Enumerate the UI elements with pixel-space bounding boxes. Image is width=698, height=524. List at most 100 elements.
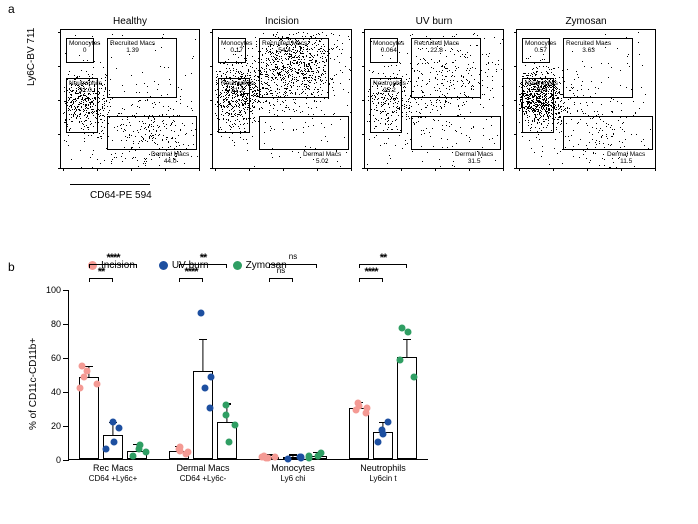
gate-label-neutrophils: Neutrophils31.2	[221, 80, 254, 94]
panel-a-xaxis: CD64-PE 594	[90, 190, 152, 201]
datapoint	[405, 328, 412, 335]
gate-label-recruited: Recruited Macs22.8	[414, 40, 459, 54]
gate-label-monocytes: Monocytes0.17	[221, 40, 252, 54]
datapoint	[385, 418, 392, 425]
legend-swatch	[159, 261, 168, 270]
facs-plot-2: UV burn Monocytes0.064 Recruited Macs22.8 N…	[364, 16, 504, 169]
facs-plot-0: Healthy Monocytes0 Recruited Macs1.39 Neutr…	[60, 16, 200, 169]
datapoint	[142, 449, 149, 456]
datapoint	[175, 445, 182, 452]
sig-bracket	[89, 264, 137, 268]
facs-title: Incision	[212, 16, 352, 27]
panel-a-xaxis-line	[70, 184, 150, 185]
gate-label-neutrophils: Neutrophils31.0	[69, 80, 102, 94]
facs-plot-3: Zymosan Monocytes0.57 Recruited Macs3.63 Ne…	[516, 16, 656, 169]
datapoint	[232, 422, 239, 429]
ytick-label: 60	[51, 353, 69, 363]
errorcap	[403, 339, 411, 340]
datapoint	[83, 367, 90, 374]
sig-bracket	[89, 278, 113, 282]
datapoint	[197, 309, 204, 316]
sig-bracket	[179, 278, 203, 282]
datapoint	[222, 411, 229, 418]
datapoint	[411, 374, 418, 381]
facs-canvas: Monocytes0.57 Recruited Macs3.63 Neutrophi…	[516, 29, 656, 169]
gate-label-recruited: Recruited Macs54.4	[262, 40, 307, 54]
sig-bracket	[179, 264, 227, 268]
datapoint	[77, 384, 84, 391]
group-1	[169, 289, 237, 459]
facs-row: Healthy Monocytes0 Recruited Macs1.39 Neutr…	[60, 16, 656, 169]
gate-label-dermal: Dermal Macs11.5	[607, 151, 645, 165]
datapoint	[226, 439, 233, 446]
datapoint	[103, 445, 110, 452]
errorbar	[406, 340, 407, 357]
datapoint	[202, 384, 209, 391]
ytick-label: 100	[46, 285, 69, 295]
sig-bracket	[359, 264, 407, 268]
gate-dermal	[411, 116, 501, 150]
xcat-label: MonocytesLy6 chi	[248, 459, 338, 484]
gate-dermal	[563, 116, 653, 150]
errorbar	[202, 340, 203, 371]
facs-title: UV burn	[364, 16, 504, 27]
xcat-label: Rec MacsCD64 +Ly6c+	[68, 459, 158, 484]
datapoint	[207, 405, 214, 412]
datapoint	[318, 450, 325, 457]
gate-label-dermal: Dermal Macs5.02	[303, 151, 341, 165]
gate-label-monocytes: Monocytes0.064	[373, 40, 404, 54]
xcat-label: Dermal MacsCD64 +Ly6c-	[158, 459, 248, 484]
panel-a: Ly6C-BV 711 Healthy Monocytes0 Recruited M…	[20, 2, 690, 222]
datapoint	[378, 427, 385, 434]
facs-canvas: Monocytes0.17 Recruited Macs54.4 Neutrophi…	[212, 29, 352, 169]
gate-label-monocytes: Monocytes0	[69, 40, 100, 54]
datapoint	[364, 405, 371, 412]
sig-text: **	[380, 252, 387, 264]
datapoint	[115, 425, 122, 432]
panel-b-yaxis: % of CD11c-CD11b+	[28, 338, 39, 430]
panel-b-chart: 020406080100******Rec MacsCD64 +Ly6c+***…	[68, 290, 428, 460]
errorbar	[292, 456, 293, 458]
datapoint	[136, 442, 143, 449]
datapoint	[375, 439, 382, 446]
gate-label-dermal: Dermal Macs31.5	[455, 151, 493, 165]
sig-bracket	[269, 264, 317, 268]
ytick-label: 20	[51, 421, 69, 431]
facs-canvas: Monocytes0 Recruited Macs1.39 Neutrophils3…	[60, 29, 200, 169]
facs-title: Zymosan	[516, 16, 656, 27]
ytick-label: 80	[51, 319, 69, 329]
xcat-label: NeutrophilsLy6cin t	[338, 459, 428, 484]
gate-label-recruited: Recruited Macs3.63	[566, 40, 611, 54]
group-0	[79, 289, 147, 459]
datapoint	[207, 374, 214, 381]
sig-text: ns	[289, 252, 297, 261]
datapoint	[80, 374, 87, 381]
group-3	[349, 289, 417, 459]
datapoint	[396, 357, 403, 364]
panel-b: IncisionUV burnZymosan % of CD11c-CD11b+…	[8, 260, 688, 518]
datapoint	[353, 406, 360, 413]
gate-dermal	[259, 116, 349, 150]
gate-label-neutrophils: Neutrophils25.2	[373, 80, 406, 94]
facs-canvas: Monocytes0.064 Recruited Macs22.8 Neutroph…	[364, 29, 504, 169]
sig-text: ****	[106, 252, 119, 264]
gate-label-recruited: Recruited Macs1.39	[110, 40, 155, 54]
errorcap	[199, 339, 207, 340]
panel-a-label: a	[8, 2, 15, 16]
datapoint	[94, 381, 101, 388]
group-2	[259, 289, 327, 459]
gate-label-neutrophils: Neutrophils75.4	[525, 80, 558, 94]
sig-bracket	[269, 278, 293, 282]
datapoint	[184, 449, 191, 456]
ytick-label: 40	[51, 387, 69, 397]
datapoint	[110, 439, 117, 446]
panel-a-yaxis: Ly6C-BV 711	[26, 28, 37, 86]
facs-plot-1: Incision Monocytes0.17 Recruited Macs54.4 N…	[212, 16, 352, 169]
gate-dermal	[107, 116, 197, 150]
datapoint	[109, 418, 116, 425]
gate-label-dermal: Dermal Macs44.0	[151, 151, 189, 165]
datapoint	[398, 325, 405, 332]
legend-swatch	[233, 261, 242, 270]
facs-title: Healthy	[60, 16, 200, 27]
gate-label-monocytes: Monocytes0.57	[525, 40, 556, 54]
